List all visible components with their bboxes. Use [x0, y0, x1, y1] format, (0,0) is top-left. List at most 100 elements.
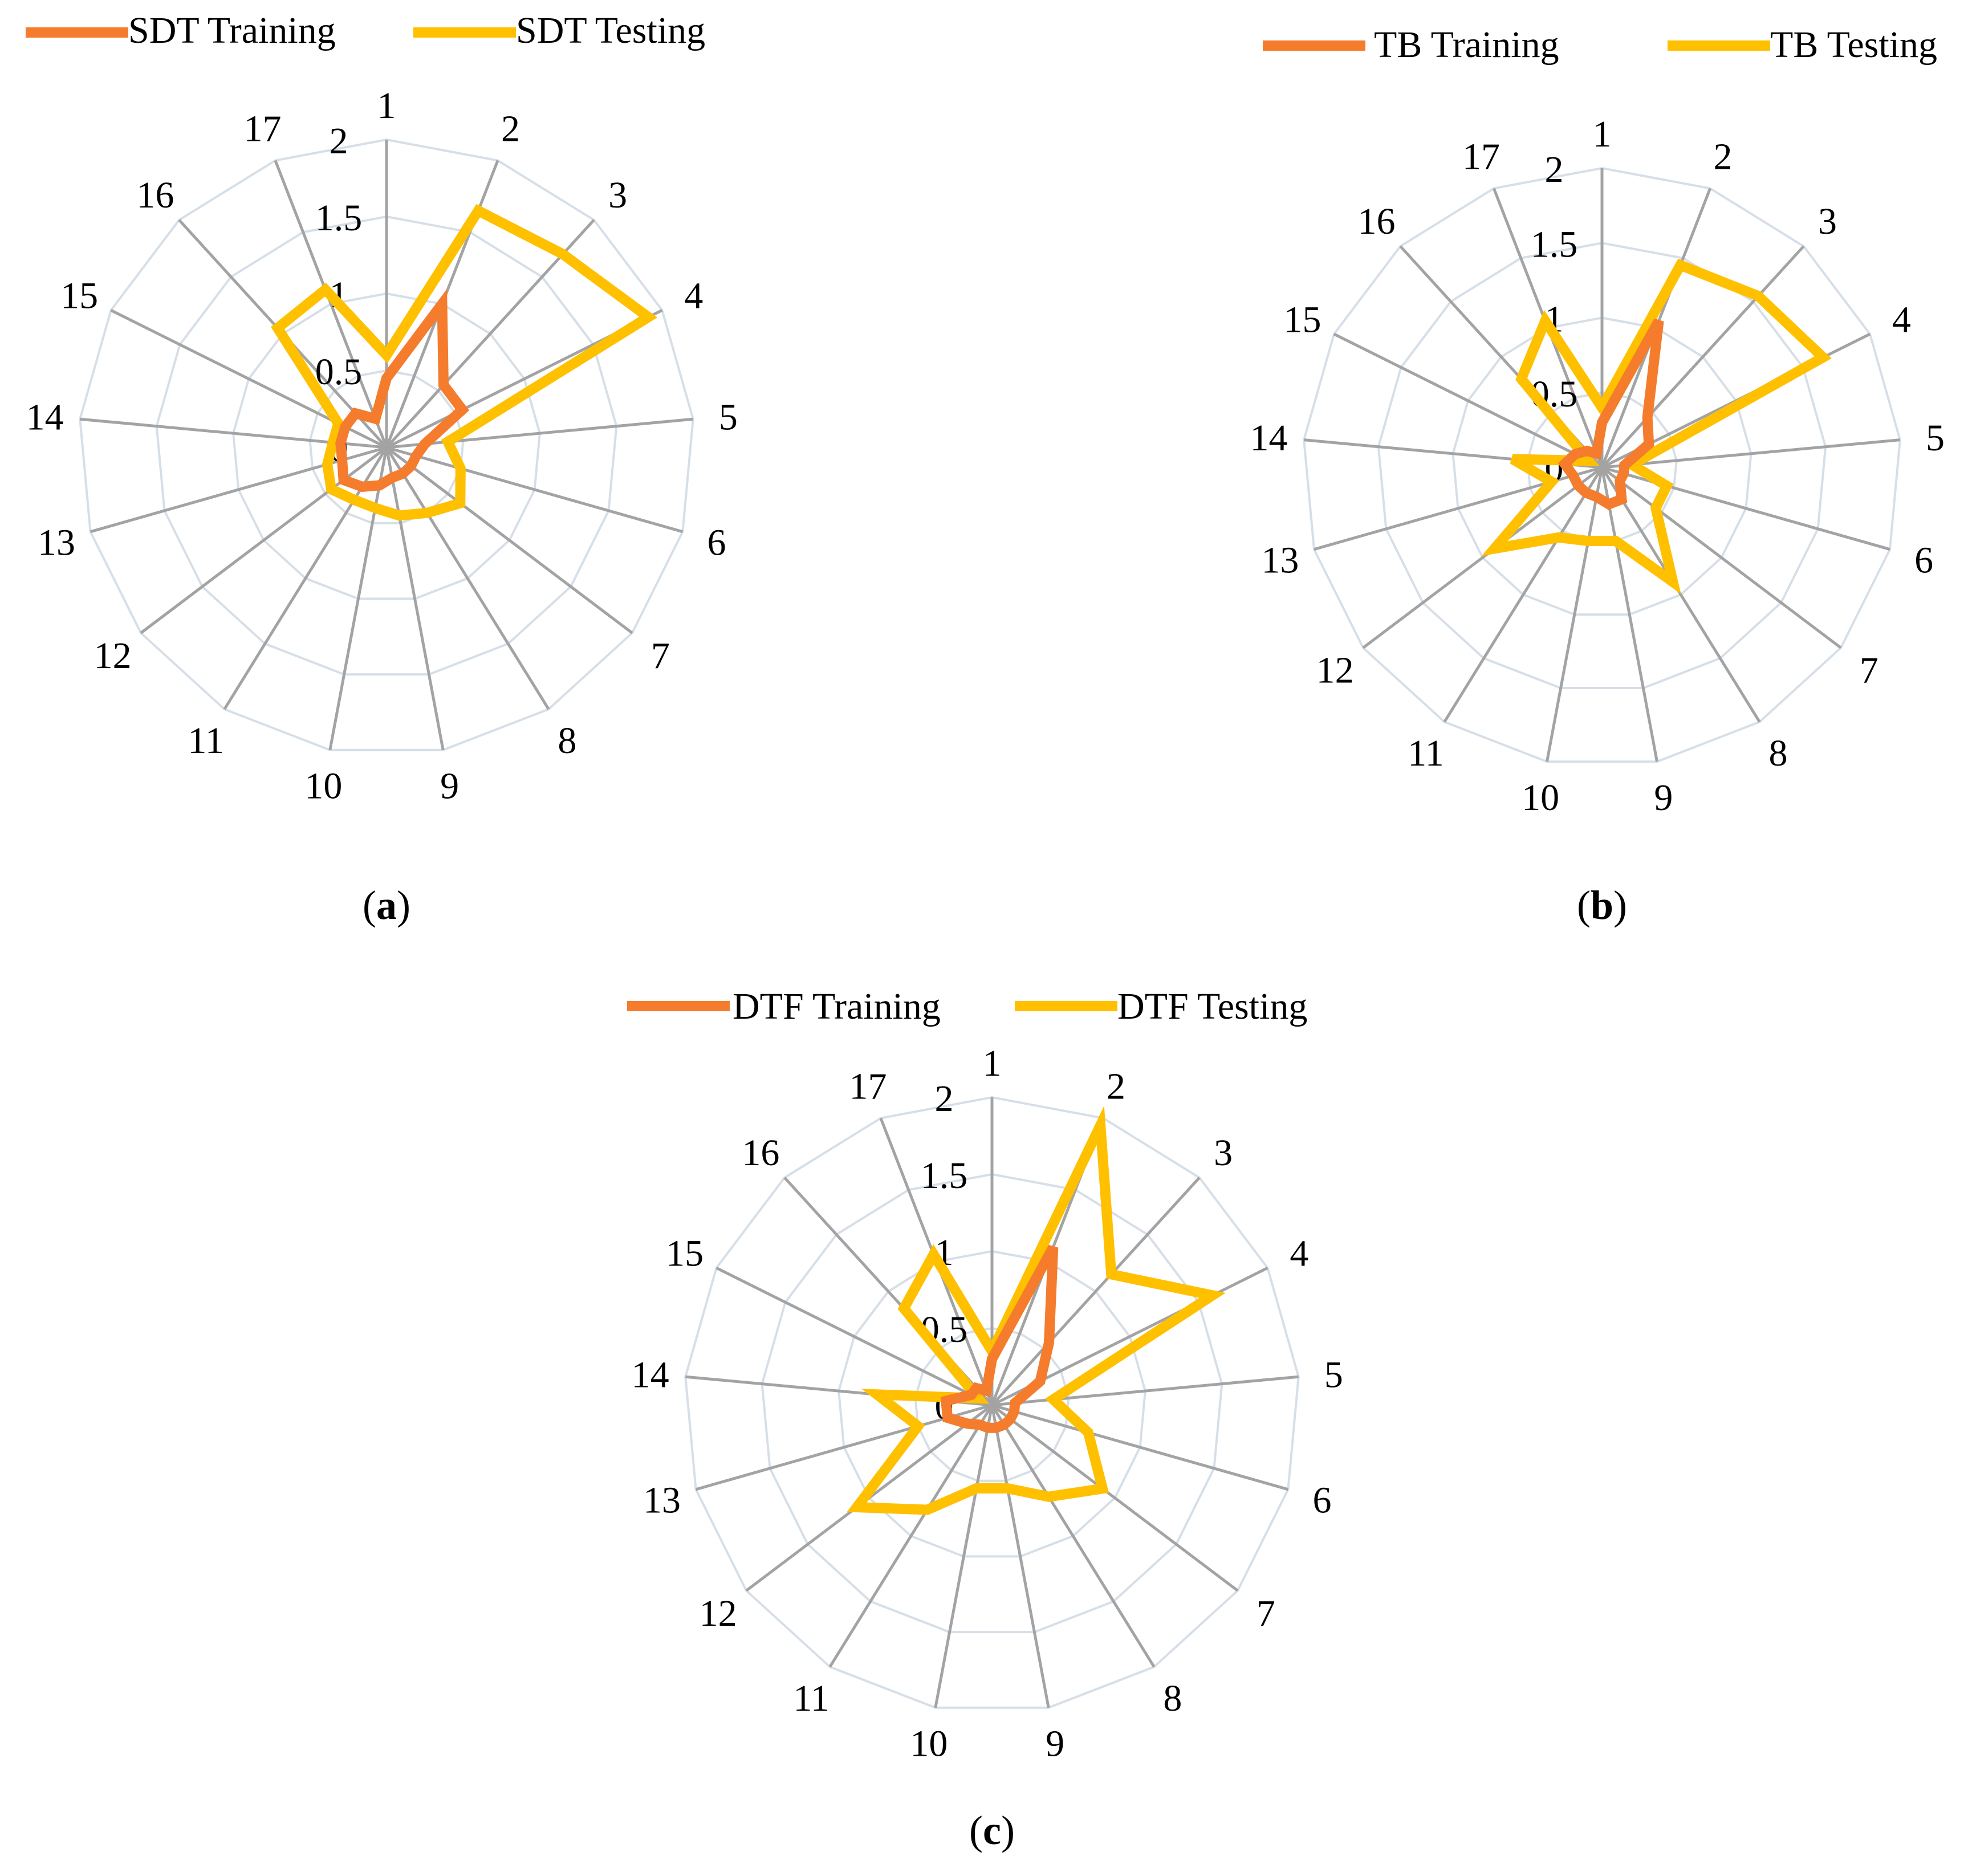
category-label: 9 [1654, 777, 1673, 819]
radial-tick-label: 2 [330, 120, 348, 162]
category-label: 14 [1250, 417, 1288, 459]
category-label: 3 [608, 174, 627, 216]
category-label: 3 [1214, 1132, 1233, 1174]
category-label: 2 [1714, 136, 1733, 178]
radial-spoke [828, 1404, 994, 1668]
legend-b: TB Training TB Testing [1263, 24, 1937, 66]
grid-ring [1377, 242, 1827, 689]
radial-spoke [1601, 466, 1842, 649]
series-line-testing [847, 1105, 1226, 1515]
radial-spoke [1546, 467, 1604, 762]
grid-ring [684, 1096, 1300, 1709]
radial-tick-label: 1.5 [1531, 223, 1578, 265]
grid-ring [837, 1250, 1146, 1558]
category-label: 2 [1107, 1066, 1125, 1108]
category-label: 13 [38, 522, 75, 564]
radial-spoke [1601, 245, 1805, 469]
grid-ring [232, 292, 541, 600]
category-label: 2 [501, 108, 520, 150]
radial-spoke [1333, 332, 1603, 469]
category-label: 6 [707, 522, 726, 564]
category-label: 9 [440, 766, 459, 807]
category-label: 17 [244, 108, 282, 150]
category-label: 17 [1462, 136, 1500, 178]
radial-spoke [991, 1177, 1201, 1406]
radial-spoke [328, 447, 388, 751]
radar-panel-a: SDT Training SDT Testing 123456789101112… [26, 10, 738, 928]
category-label: 15 [1284, 299, 1322, 340]
category-label: 8 [1163, 1678, 1182, 1719]
legend-c: DTF Training DTF Testing [627, 986, 1307, 1027]
category-label: 15 [666, 1233, 704, 1275]
legend-label-sdt-training: SDT Training [128, 10, 336, 51]
category-label: 4 [1892, 299, 1911, 340]
category-label: 11 [1408, 733, 1444, 774]
legend-label-tb-training: TB Training [1374, 24, 1559, 66]
radial-spoke [140, 446, 388, 634]
category-label: 5 [1324, 1354, 1343, 1396]
radial-spoke [991, 1375, 1299, 1407]
series-line-training [335, 288, 470, 493]
category-label: 1 [1593, 113, 1612, 155]
radial-spoke [991, 1404, 1239, 1592]
radial-spoke [990, 1405, 1050, 1708]
category-label: 5 [1926, 417, 1945, 459]
category-label: 12 [1316, 650, 1354, 691]
category-label: 5 [719, 397, 738, 438]
category-label: 13 [643, 1480, 681, 1521]
panel-label-c: (c) [969, 1808, 1015, 1853]
category-label: 12 [700, 1593, 737, 1634]
category-label: 10 [304, 766, 342, 807]
grid-ring [914, 1326, 1070, 1482]
legend-label-dtf-training: DTF Training [733, 986, 941, 1027]
radar-panel-c: DTF Training DTF Testing 123456789101112… [627, 986, 1343, 1853]
category-label: 4 [1290, 1233, 1308, 1275]
category-label: 16 [136, 174, 174, 216]
category-label: 7 [1860, 650, 1878, 691]
category-label: 4 [684, 275, 703, 317]
grid-ring [155, 215, 618, 676]
category-label: 8 [558, 720, 576, 762]
category-label: 15 [60, 275, 98, 317]
radial-spoke [274, 160, 388, 448]
radial-spoke [1600, 467, 1658, 762]
category-label: 11 [793, 1678, 830, 1719]
category-label: 3 [1818, 201, 1837, 242]
radial-spoke [715, 1267, 993, 1407]
radial-spoke [934, 1405, 994, 1708]
category-label: 9 [1046, 1723, 1064, 1765]
category-label: 10 [1522, 777, 1559, 819]
legend-label-tb-testing: TB Testing [1770, 24, 1937, 66]
radial-spoke [1443, 466, 1604, 723]
category-label: 7 [651, 635, 670, 677]
category-label: 16 [742, 1132, 779, 1174]
grid-ring [308, 369, 465, 524]
series-line-training [1558, 318, 1664, 510]
radial-spoke [1362, 466, 1603, 649]
panel-label-a: (a) [363, 882, 410, 928]
category-label: 11 [188, 720, 224, 762]
category-label: 7 [1257, 1593, 1275, 1634]
category-label: 14 [632, 1354, 669, 1396]
radial-spoke [385, 446, 633, 634]
radial-spoke [385, 446, 550, 710]
legend-label-dtf-testing: DTF Testing [1117, 986, 1307, 1027]
radial-spoke [386, 446, 684, 534]
radial-tick-label: 1.5 [315, 197, 363, 239]
category-label: 16 [1358, 201, 1396, 242]
radial-spoke [386, 417, 693, 449]
series-line-training [940, 1244, 1059, 1433]
radial-spoke [1600, 466, 1761, 723]
radial-spoke [991, 1403, 1289, 1491]
radial-tick-label: 2 [935, 1078, 954, 1120]
panel-label-b: (b) [1577, 882, 1627, 928]
radar-panel-b: TB Training TB Testing 12345678910111213… [1250, 24, 1945, 928]
category-label: 1 [377, 85, 396, 127]
category-label: 14 [26, 397, 64, 438]
category-label: 1 [983, 1043, 1002, 1084]
grid-ring [1451, 316, 1753, 616]
